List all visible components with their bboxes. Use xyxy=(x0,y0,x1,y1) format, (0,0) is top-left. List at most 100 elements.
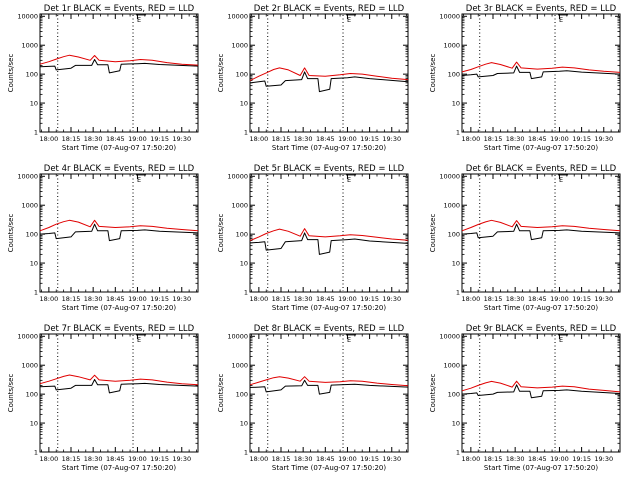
y-axis-label: Counts/sec xyxy=(217,374,225,413)
x-tick-label: 19:30 xyxy=(172,135,191,143)
chart-panel-9: Det 9r BLACK = Events, RED = LLD 1 10 100 10… xyxy=(429,324,621,472)
y-tick-label: 10 xyxy=(452,419,460,427)
series-events-line xyxy=(249,379,409,395)
y-tick-label: 1 xyxy=(244,448,248,456)
y-axis-label: Counts/sec xyxy=(429,214,437,253)
x-tick-label: 19:00 xyxy=(550,295,569,303)
x-tick-label: 18:15 xyxy=(484,295,503,303)
x-axis-label: Start Time (07-Aug-07 17:50:20) xyxy=(272,304,386,312)
flag-label: E xyxy=(137,16,141,24)
y-tick-label: 100 xyxy=(448,70,460,78)
y-tick-label: 10000 xyxy=(439,13,460,21)
x-tick-label: 18:30 xyxy=(294,455,313,463)
series-lld-line xyxy=(249,228,409,242)
y-tick-label: 100 xyxy=(448,390,460,398)
y-tick-label: 10000 xyxy=(17,333,38,341)
y-tick-label: 1000 xyxy=(443,362,460,370)
y-axis-label: Counts/sec xyxy=(7,374,15,413)
y-axis-label: Counts/sec xyxy=(429,54,437,93)
x-tick-label: 19:00 xyxy=(338,455,357,463)
y-tick-label: 100 xyxy=(26,390,38,398)
x-tick-label: 19:30 xyxy=(172,295,191,303)
x-tick-label: 18:00 xyxy=(39,455,58,463)
y-tick-label: 1000 xyxy=(231,362,248,370)
x-tick-label: 19:30 xyxy=(382,295,401,303)
x-tick-label: 18:00 xyxy=(39,295,58,303)
series-lld-line xyxy=(39,374,199,386)
y-tick-label: 10 xyxy=(240,99,248,107)
x-tick-label: 19:30 xyxy=(594,135,613,143)
x-tick-label: 19:00 xyxy=(128,455,147,463)
chart-panel-7: Det 7r BLACK = Events, RED = LLD 1 10 100 10… xyxy=(7,324,199,472)
chart-panel-5: Det 5r BLACK = Events, RED = LLD 1 10 100 10… xyxy=(217,164,409,312)
y-tick-label: 1000 xyxy=(21,202,38,210)
x-tick-label: 18:00 xyxy=(249,455,268,463)
x-tick-label: 19:15 xyxy=(360,135,379,143)
x-tick-label: 19:00 xyxy=(550,455,569,463)
x-tick-label: 18:30 xyxy=(84,455,103,463)
y-axis-label: Counts/sec xyxy=(217,54,225,93)
x-axis-label: Start Time (07-Aug-07 17:50:20) xyxy=(484,464,598,472)
y-tick-label: 10000 xyxy=(227,173,248,181)
y-tick-label: 1 xyxy=(456,288,460,296)
x-tick-label: 18:45 xyxy=(528,135,547,143)
x-tick-label: 18:15 xyxy=(272,455,291,463)
y-tick-label: 1000 xyxy=(21,42,38,50)
y-tick-label: 10000 xyxy=(439,333,460,341)
chart-title: Det 3r BLACK = Events, RED = LLD xyxy=(466,4,617,14)
series-lld-line xyxy=(461,380,621,393)
x-tick-label: 19:15 xyxy=(150,295,169,303)
y-tick-label: 10 xyxy=(30,259,38,267)
flag-label: E xyxy=(559,336,563,344)
y-axis-label: Counts/sec xyxy=(7,214,15,253)
plot-frame xyxy=(249,13,409,133)
x-tick-label: 18:00 xyxy=(461,135,480,143)
series-events-line xyxy=(249,71,409,93)
x-axis-label: Start Time (07-Aug-07 17:50:20) xyxy=(62,304,176,312)
y-tick-label: 1 xyxy=(456,448,460,456)
x-tick-label: 19:00 xyxy=(338,135,357,143)
x-tick-label: 18:30 xyxy=(294,295,313,303)
plot-frame xyxy=(39,173,199,293)
x-tick-label: 18:15 xyxy=(484,135,503,143)
x-tick-label: 19:00 xyxy=(128,135,147,143)
chart-panel-1: Det 1r BLACK = Events, RED = LLD 1 10 100 10… xyxy=(7,4,199,152)
y-tick-label: 100 xyxy=(26,70,38,78)
x-tick-label: 19:30 xyxy=(382,455,401,463)
x-tick-label: 18:30 xyxy=(506,135,525,143)
x-axis-label: Start Time (07-Aug-07 17:50:20) xyxy=(484,304,598,312)
plot-frame xyxy=(39,13,199,133)
series-events-line xyxy=(39,59,199,74)
plot-frame xyxy=(461,333,621,453)
x-tick-label: 18:30 xyxy=(506,295,525,303)
x-tick-label: 19:30 xyxy=(594,295,613,303)
chart-title: Det 6r BLACK = Events, RED = LLD xyxy=(466,164,617,174)
chart-title: Det 7r BLACK = Events, RED = LLD xyxy=(44,324,195,334)
plot-frame xyxy=(461,173,621,293)
x-tick-label: 18:45 xyxy=(316,455,335,463)
series-events-line xyxy=(249,232,409,255)
x-axis-label: Start Time (07-Aug-07 17:50:20) xyxy=(62,464,176,472)
series-lld-line xyxy=(39,219,199,232)
x-tick-label: 18:45 xyxy=(528,455,547,463)
series-events-line xyxy=(461,384,621,399)
x-tick-label: 18:30 xyxy=(84,135,103,143)
y-tick-label: 1 xyxy=(34,128,38,136)
x-tick-label: 18:45 xyxy=(106,295,125,303)
y-tick-label: 10000 xyxy=(227,333,248,341)
y-tick-label: 1000 xyxy=(21,362,38,370)
y-tick-label: 1000 xyxy=(231,42,248,50)
flag-label: E xyxy=(347,16,351,24)
x-tick-label: 19:00 xyxy=(338,295,357,303)
y-axis-label: Counts/sec xyxy=(217,214,225,253)
y-tick-label: 1 xyxy=(34,448,38,456)
plot-frame xyxy=(249,333,409,453)
flag-label: E xyxy=(559,176,563,184)
flag-label: E xyxy=(347,176,351,184)
y-tick-label: 1 xyxy=(244,288,248,296)
y-tick-label: 1 xyxy=(244,128,248,136)
x-tick-label: 18:00 xyxy=(249,135,268,143)
x-tick-label: 18:30 xyxy=(84,295,103,303)
series-lld-line xyxy=(249,67,409,82)
series-lld-line xyxy=(39,54,199,66)
